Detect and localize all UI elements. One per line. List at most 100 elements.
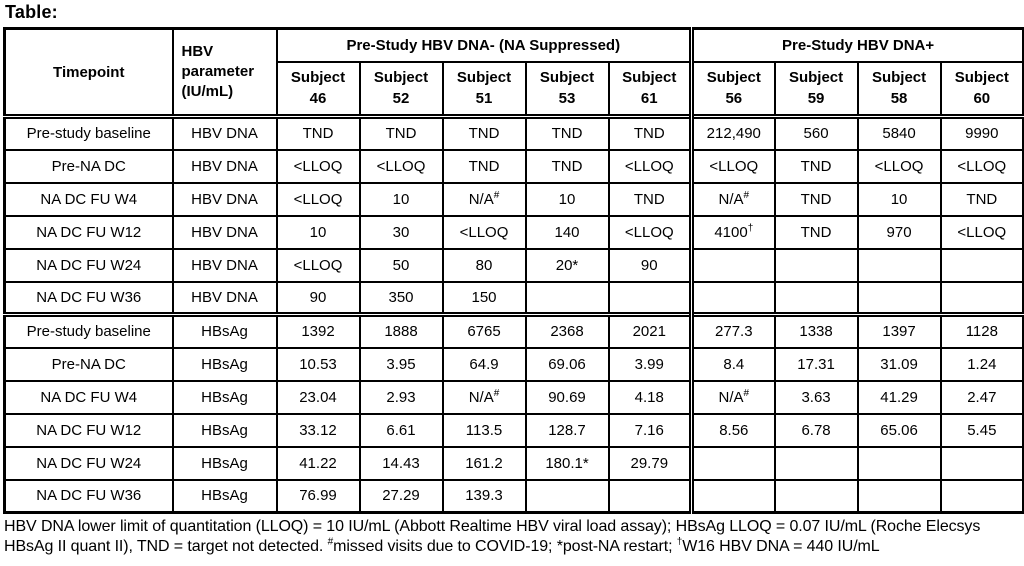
value-cell: TND	[773, 148, 859, 184]
value-cell: 4100†	[689, 214, 776, 250]
value-cell: 80	[441, 247, 527, 283]
table-body: Pre-study baseline HBV DNA TND TND TND TND TND…	[3, 114, 1024, 514]
group-header-row: Timepoint HBV parameter (IU/mL) Pre-Stud…	[3, 27, 1024, 118]
value-cell: 560	[773, 114, 859, 151]
value-cell: 6.61	[358, 412, 444, 448]
value-cell: TND	[524, 148, 610, 184]
value-cell: 970	[856, 214, 942, 250]
table-row: NA DC FU W36 HBsAg 76.99 27.29 139.3	[3, 478, 1024, 514]
parameter-cell: HBV DNA	[171, 214, 278, 250]
value-cell	[773, 280, 859, 316]
timepoint-cell: NA DC FU W36	[3, 280, 174, 316]
value-cell	[689, 280, 776, 316]
value-cell: <LLOQ	[275, 181, 361, 217]
value-cell: 3.95	[358, 346, 444, 382]
value-cell: 69.06	[524, 346, 610, 382]
value-cell: 1888	[358, 312, 444, 349]
table-row: NA DC FU W24 HBsAg 41.22 14.43 161.2 180.1* 29…	[3, 445, 1024, 481]
timepoint-cell: NA DC FU W24	[3, 445, 174, 481]
table-row: NA DC FU W12 HBsAg 33.12 6.61 113.5 128.7 7.16…	[3, 412, 1024, 448]
value-cell: 7.16	[607, 412, 693, 448]
value-cell: <LLOQ	[856, 148, 942, 184]
value-cell: 41.22	[275, 445, 361, 481]
value-cell	[856, 445, 942, 481]
subject-header: Subject 56	[689, 60, 776, 118]
value-cell: TND	[607, 114, 693, 151]
value-cell: <LLOQ	[939, 148, 1024, 184]
table-row: NA DC FU W36 HBV DNA 90 350 150	[3, 280, 1024, 316]
value-cell	[524, 280, 610, 316]
timepoint-cell: NA DC FU W24	[3, 247, 174, 283]
table-row: Pre-study baseline HBV DNA TND TND TND TND TND…	[3, 114, 1024, 151]
subject-header: Subject 51	[441, 60, 527, 118]
value-cell	[689, 247, 776, 283]
value-cell: <LLOQ	[607, 214, 693, 250]
value-cell: 150	[441, 280, 527, 316]
value-cell: <LLOQ	[358, 148, 444, 184]
value-cell: 180.1*	[524, 445, 610, 481]
value-cell: 1397	[856, 312, 942, 349]
value-cell	[689, 478, 776, 514]
value-cell: 350	[358, 280, 444, 316]
value-cell: 3.99	[607, 346, 693, 382]
timepoint-cell: Pre-NA DC	[3, 148, 174, 184]
hbv-data-table: Timepoint HBV parameter (IU/mL) Pre-Stud…	[3, 27, 1024, 514]
table-row: NA DC FU W4 HBsAg 23.04 2.93 N/A# 90.69 4.18 N/…	[3, 379, 1024, 415]
parameter-cell: HBsAg	[171, 412, 278, 448]
value-cell: 10	[358, 181, 444, 217]
value-cell: 161.2	[441, 445, 527, 481]
value-cell: TND	[358, 114, 444, 151]
value-cell: 41.29	[856, 379, 942, 415]
value-cell: <LLOQ	[275, 247, 361, 283]
table-row: NA DC FU W24 HBV DNA <LLOQ 50 80 20* 90	[3, 247, 1024, 283]
value-cell: 33.12	[275, 412, 361, 448]
value-cell: 128.7	[524, 412, 610, 448]
value-cell: 5840	[856, 114, 942, 151]
value-cell: 90	[607, 247, 693, 283]
timepoint-cell: Pre-study baseline	[3, 312, 174, 349]
value-cell: <LLOQ	[607, 148, 693, 184]
timepoint-cell: NA DC FU W36	[3, 478, 174, 514]
header-group-dna-negative: Pre-Study HBV DNA- (NA Suppressed)	[275, 27, 693, 63]
value-cell	[773, 445, 859, 481]
timepoint-cell: Pre-study baseline	[3, 114, 174, 151]
value-cell: N/A#	[689, 379, 776, 415]
subject-header-row: Subject 46 Subject 52 Subject 51 Subject 53 Subj…	[5, 60, 1024, 118]
value-cell: 2368	[524, 312, 610, 349]
value-cell	[939, 280, 1024, 316]
value-cell	[856, 478, 942, 514]
value-cell: 17.31	[773, 346, 859, 382]
parameter-cell: HBV DNA	[171, 247, 278, 283]
table-row: NA DC FU W4 HBV DNA <LLOQ 10 N/A# 10 TND N/A# TN…	[3, 181, 1024, 217]
value-cell: 9990	[939, 114, 1024, 151]
value-cell	[773, 478, 859, 514]
table-row: Pre-study baseline HBsAg 1392 1888 6765 2368 2…	[3, 312, 1024, 349]
parameter-cell: HBsAg	[171, 346, 278, 382]
value-cell: 6.78	[773, 412, 859, 448]
value-cell: 65.06	[856, 412, 942, 448]
value-cell: 5.45	[939, 412, 1024, 448]
value-cell: TND	[441, 148, 527, 184]
value-cell: 2021	[607, 312, 693, 349]
table-title: Table:	[5, 2, 58, 22]
value-cell: 1128	[939, 312, 1024, 349]
value-cell	[524, 478, 610, 514]
value-cell: TND	[524, 114, 610, 151]
value-cell: 90.69	[524, 379, 610, 415]
subject-header: Subject 52	[358, 60, 444, 118]
value-cell	[939, 445, 1024, 481]
parameter-cell: HBV DNA	[171, 181, 278, 217]
value-cell: TND	[441, 114, 527, 151]
value-cell: 1.24	[939, 346, 1024, 382]
value-cell: TND	[607, 181, 693, 217]
value-cell	[856, 247, 942, 283]
value-cell: 10	[524, 181, 610, 217]
value-cell: 3.63	[773, 379, 859, 415]
value-cell: TND	[275, 114, 361, 151]
value-cell: 140	[524, 214, 610, 250]
parameter-cell: HBV DNA	[171, 280, 278, 316]
value-cell: 23.04	[275, 379, 361, 415]
timepoint-cell: NA DC FU W12	[3, 214, 174, 250]
value-cell: 64.9	[441, 346, 527, 382]
value-cell: 76.99	[275, 478, 361, 514]
